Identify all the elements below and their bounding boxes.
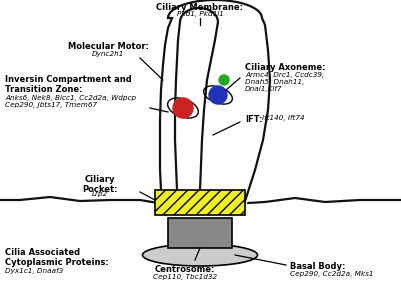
Text: Dync2h1: Dync2h1	[92, 51, 124, 57]
Circle shape	[209, 86, 227, 104]
Bar	[168, 218, 232, 248]
Text: Lrp2: Lrp2	[92, 191, 108, 197]
Text: Molecular Motor:: Molecular Motor:	[67, 42, 148, 51]
Text: Inversin Compartment and
Transition Zone:: Inversin Compartment and Transition Zone…	[5, 75, 132, 95]
Circle shape	[173, 98, 193, 118]
Bar	[155, 190, 245, 215]
Ellipse shape	[142, 244, 257, 266]
Circle shape	[219, 75, 229, 85]
Text: Cep290, Cc2d2a, Mks1: Cep290, Cc2d2a, Mks1	[290, 271, 373, 277]
Polygon shape	[160, 0, 270, 210]
Text: Ciliary Membrane:: Ciliary Membrane:	[156, 3, 243, 12]
Text: Basal Body:: Basal Body:	[290, 262, 345, 271]
Text: IFT:: IFT:	[245, 115, 262, 124]
Text: Armc4, Drc1, Ccdc39,
Dnah5, Dnah11,
Dnai1,Kif7: Armc4, Drc1, Ccdc39, Dnah5, Dnah11, Dnai…	[245, 72, 324, 92]
Text: Ciliary Axoneme:: Ciliary Axoneme:	[245, 63, 326, 72]
Text: Pkd1, Pkd1l1: Pkd1, Pkd1l1	[176, 11, 223, 17]
Text: Dyx1c1, Dnaaf3: Dyx1c1, Dnaaf3	[5, 268, 63, 274]
Text: Anks6, Nek8, Bicc1, Cc2d2a, Wdpcp
Cep290, Jbts17, Tmem67: Anks6, Nek8, Bicc1, Cc2d2a, Wdpcp Cep290…	[5, 95, 136, 108]
Polygon shape	[175, 8, 218, 210]
Text: Ciliary
Pocket:: Ciliary Pocket:	[82, 175, 118, 194]
Text: Centrosome:: Centrosome:	[155, 265, 215, 274]
Text: Ift140, Ift74: Ift140, Ift74	[262, 115, 305, 121]
Text: Cilia Associated
Cytoplasmic Proteins:: Cilia Associated Cytoplasmic Proteins:	[5, 248, 109, 267]
Text: Cep110, Tbc1d32: Cep110, Tbc1d32	[153, 274, 217, 280]
